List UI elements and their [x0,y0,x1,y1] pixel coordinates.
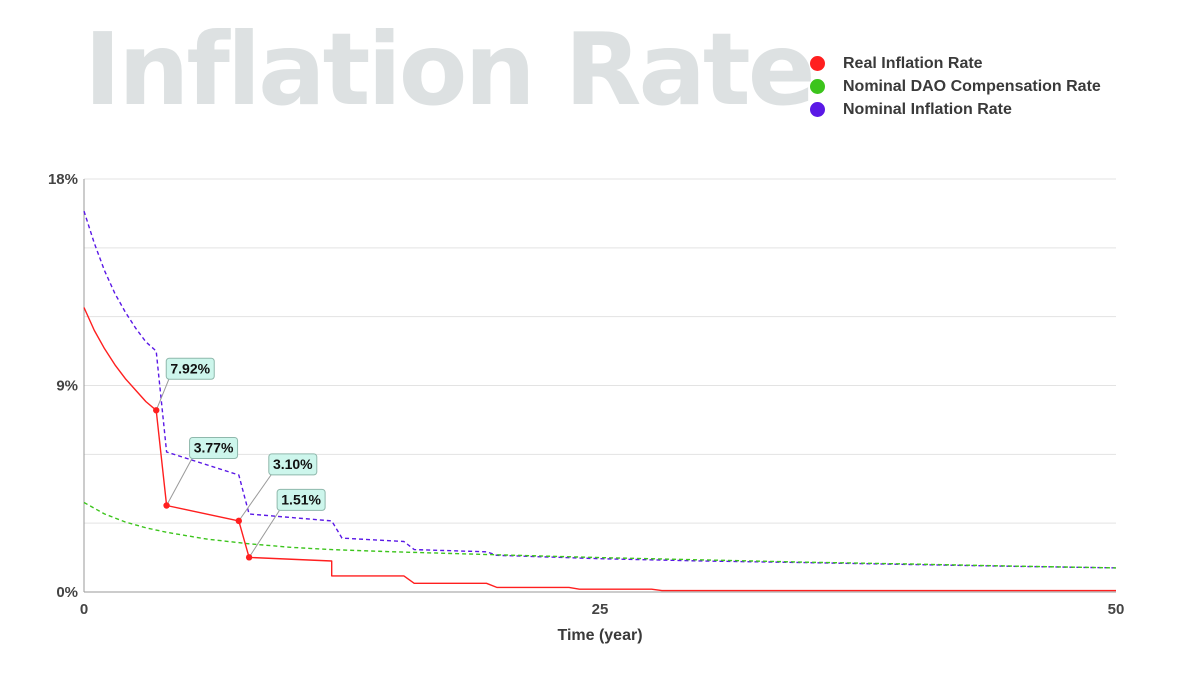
legend-item-nominal-inflation: Nominal Inflation Rate [810,98,1101,121]
chart-title: Inflation Rate [84,11,816,128]
annotation-point [245,554,253,561]
line-real-inflation [83,307,1116,592]
annotation-leader-line [166,457,193,506]
legend-label-dao-compensation: Nominal DAO Compensation Rate [843,77,1101,95]
annotation-label: 7.92% [170,360,210,376]
y-tick-label: 9% [56,378,78,395]
line-dao-compensation [83,501,1117,569]
legend-dot-real-inflation [810,56,825,71]
annotation-leader-line [155,378,170,411]
annotation-box [276,488,326,511]
y-tick-label: 0% [56,584,78,601]
legend-item-real-inflation: Real Inflation Rate [810,52,1101,75]
x-axis-title: Time (year) [557,627,642,644]
legend-label-real-inflation: Real Inflation Rate [843,54,983,72]
annotation-leader-line [238,473,273,522]
y-tick-label: 18% [48,171,78,188]
annotation-label: 3.77% [194,439,234,455]
annotation-label: 1.51% [281,491,321,507]
x-tick-label: 0 [80,601,88,618]
legend-dot-dao-compensation [810,79,825,94]
annotation-label: 3.10% [273,456,313,472]
annotation-box [268,453,318,476]
annotation-point [235,517,242,525]
annotation-box [189,436,239,459]
x-tick-label: 50 [1108,601,1125,618]
legend-dot-nominal-inflation [810,102,825,117]
annotation-leader-line [248,509,281,558]
legend-item-dao-compensation: Nominal DAO Compensation Rate [810,75,1101,98]
x-tick-label: 25 [592,601,609,618]
line-nominal-inflation [83,210,1117,569]
legend: Real Inflation Rate Nominal DAO Compensa… [810,52,1101,121]
annotation-point [153,407,160,414]
annotation-box [165,357,215,380]
annotation-point [163,502,170,509]
legend-label-nominal-inflation: Nominal Inflation Rate [843,100,1012,118]
